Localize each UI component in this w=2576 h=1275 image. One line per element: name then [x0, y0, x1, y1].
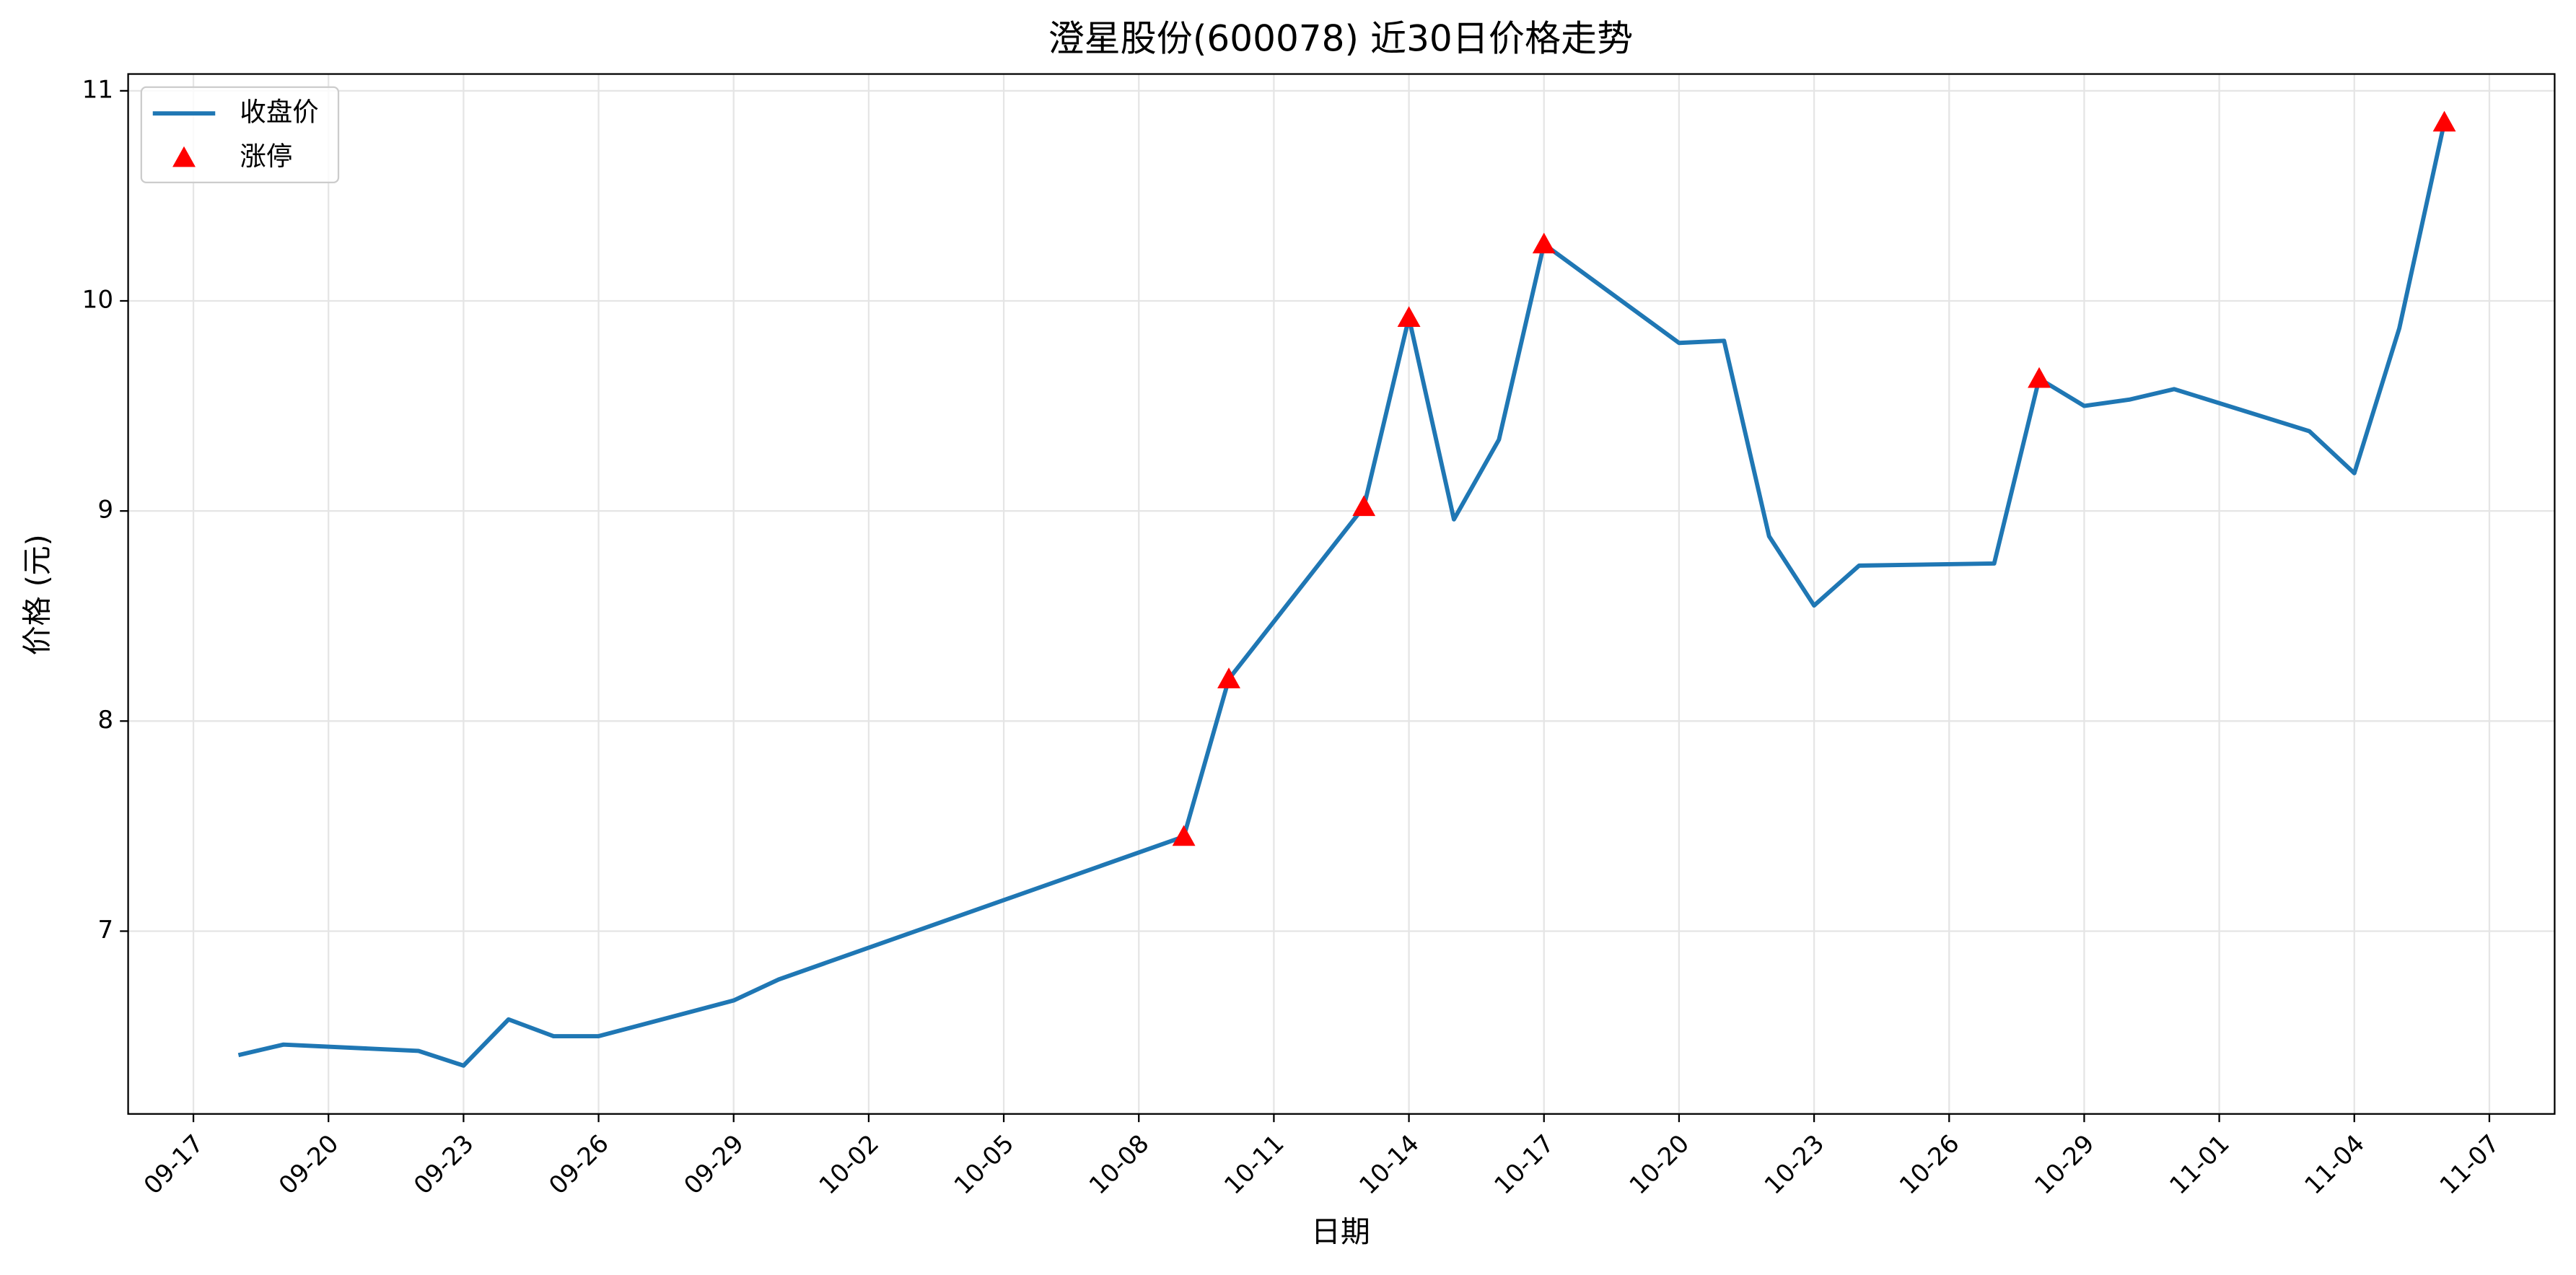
limit-up-marker: [2028, 367, 2051, 388]
limit-up-marker: [1217, 667, 1240, 688]
legend-swatch: [172, 146, 196, 167]
price-line: [237, 121, 2447, 1068]
chart-title: 澄星股份(600078) 近30日价格走势: [1048, 18, 1634, 60]
y-tick-label: 10: [82, 286, 113, 315]
y-tick-label: 11: [82, 75, 113, 104]
y-tick-label: 7: [97, 916, 113, 945]
y-axis-label: 价格 (元): [20, 534, 55, 655]
x-axis-label: 日期: [1311, 1214, 1370, 1249]
axes-frame: [127, 73, 2556, 1115]
legend-label: 涨停: [240, 141, 292, 172]
legend-label: 收盘价: [240, 97, 318, 128]
y-tick-label: 9: [97, 496, 113, 525]
limit-up-marker: [1532, 232, 1556, 254]
grid: [128, 74, 2555, 1114]
limit-up-marker: [1352, 495, 1376, 517]
limit-up-marker: [1172, 825, 1196, 846]
limit-up-marker: [2432, 110, 2456, 132]
plot-area: [237, 110, 2456, 1068]
limit-up-marker: [1397, 306, 1421, 328]
y-tick-label: 8: [97, 706, 113, 735]
